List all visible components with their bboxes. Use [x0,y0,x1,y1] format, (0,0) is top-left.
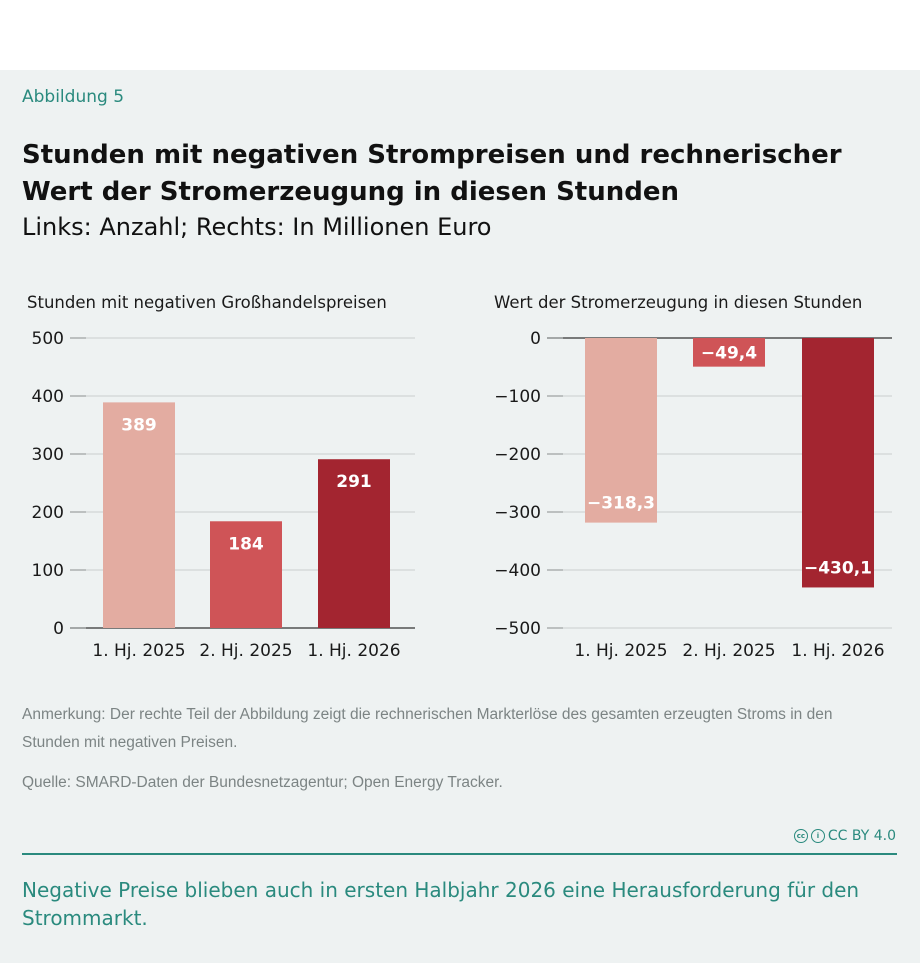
y-tick-label: −500 [494,619,541,639]
source-text: Quelle: SMARD-Daten der Bundesnetzagentu… [22,774,503,791]
bar-1-1 [103,402,175,628]
x-tick-label: 2. Hj. 2025 [199,641,292,661]
bar-2-3 [802,338,874,588]
note-text: Anmerkung: Der rechte Teil der Abbildung… [22,706,833,751]
license-badge[interactable]: cc i CC BY 4.0 [793,828,896,844]
bar-value-label: −430,1 [804,558,872,578]
y-tick-label: −400 [494,561,541,581]
chart-1-title: Stunden mit negativen Großhandelspreisen [27,293,387,312]
bar-2-2 [693,338,765,367]
y-tick-label: 0 [53,619,64,639]
x-tick-label: 1. Hj. 2026 [791,641,884,661]
charts-area: Stunden mit negativen Großhandelspreisen… [27,293,892,661]
x-tick-label: 1. Hj. 2026 [307,641,400,661]
y-tick-label: 400 [32,387,64,407]
y-tick-label: 200 [32,503,64,523]
bar-2-1 [585,338,657,523]
bar-1-3 [318,459,390,628]
x-tick-label: 1. Hj. 2025 [574,641,667,661]
y-tick-label: 100 [32,561,64,581]
chart-2-title: Wert der Stromerzeugung in diesen Stunde… [494,293,862,312]
bar-value-label: 291 [336,472,372,492]
cc-icon: cc [793,829,808,843]
bar-value-label: −318,3 [587,494,655,514]
license-label: CC BY 4.0 [827,828,896,844]
y-tick-label: −300 [494,503,541,523]
bar-1-2 [210,521,282,628]
bar-value-label: −49,4 [701,344,757,364]
attribution-icon: i [810,829,825,843]
x-tick-label: 2. Hj. 2025 [682,641,775,661]
chart-subtitle: Links: Anzahl; Rechts: In Millionen Euro [22,213,492,241]
chart-title: Stunden mit negativen Strompreisen und r… [22,140,842,207]
divider [22,853,897,855]
x-tick-label: 1. Hj. 2025 [92,641,185,661]
y-tick-label: 300 [32,445,64,465]
y-tick-label: −200 [494,445,541,465]
y-tick-label: −100 [494,387,541,407]
y-tick-label: 500 [32,329,64,349]
bar-value-label: 389 [121,415,157,435]
y-tick-label: 0 [530,329,541,349]
figure-label: Abbildung 5 [22,87,125,107]
bar-value-label: 184 [228,534,264,554]
takeaway-text: Negative Preise blieben auch in ersten H… [22,878,860,930]
